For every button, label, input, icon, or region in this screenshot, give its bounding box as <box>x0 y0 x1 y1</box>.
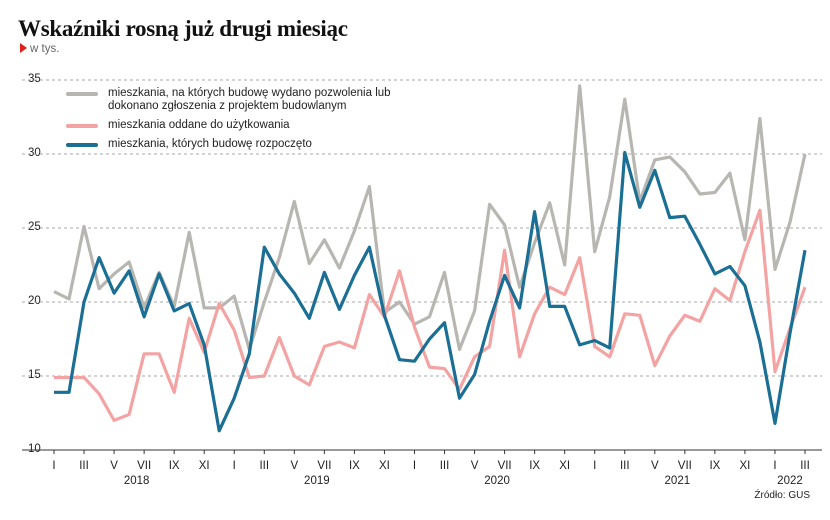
marker-icon <box>20 43 27 53</box>
x-tick-label: XI <box>199 460 210 472</box>
x-tick-label: III <box>620 460 630 472</box>
x-tick-label: I <box>413 460 416 472</box>
x-tick-label: IX <box>349 460 360 472</box>
y-tick-label: 25 <box>28 221 41 233</box>
legend-item: mieszkania, na których budowę wydano poz… <box>66 87 393 113</box>
y-tick-label: 35 <box>28 73 41 85</box>
chart-title: Wskaźniki rosną już drugi miesiąc <box>18 16 348 41</box>
x-tick-label: I <box>233 460 236 472</box>
y-tick-label: 20 <box>28 295 41 307</box>
x-tick-label: III <box>259 460 269 472</box>
legend-swatch <box>66 92 98 96</box>
y-tick-label: 10 <box>28 443 41 455</box>
year-label: 2020 <box>484 475 510 487</box>
year-label: 2021 <box>665 475 691 487</box>
line-series <box>54 150 807 433</box>
x-tick-label: XI <box>739 460 750 472</box>
year-label: 2019 <box>304 475 330 487</box>
y-tick-label: 15 <box>28 369 41 381</box>
x-tick-label: VII <box>498 460 512 472</box>
x-tick-label: I <box>593 460 596 472</box>
x-tick-label: III <box>440 460 450 472</box>
line-series <box>53 84 807 351</box>
legend: mieszkania, na których budowę wydano poz… <box>66 87 393 157</box>
y-tick-label: 30 <box>28 147 41 159</box>
subtitle-text: w tys. <box>30 43 60 55</box>
x-tick-label: VII <box>317 460 331 472</box>
x-tick-label: IX <box>529 460 540 472</box>
year-label: 2018 <box>124 475 150 487</box>
legend-label: mieszkania, na których budowę wydano poz… <box>108 87 391 112</box>
x-tick-label: I <box>52 460 55 472</box>
line-series <box>54 208 807 422</box>
x-tick-label: XI <box>379 460 390 472</box>
legend-swatch <box>66 124 98 128</box>
x-tick-label: XI <box>559 460 570 472</box>
legend-item: mieszkania oddane do użytkowania <box>66 119 393 132</box>
x-tick-label: VII <box>678 460 692 472</box>
x-tick-label: IX <box>709 460 720 472</box>
x-tick-label: I <box>773 460 776 472</box>
legend-item: mieszkania, których budowę rozpoczęto <box>66 138 393 151</box>
x-tick-label: III <box>800 460 810 472</box>
x-tick-label: IX <box>169 460 180 472</box>
source: Źródło: GUS <box>754 490 810 501</box>
legend-label: mieszkania oddane do użytkowania <box>108 119 290 131</box>
x-tick-label: V <box>651 460 659 472</box>
legend-label: mieszkania, których budowę rozpoczęto <box>108 138 312 150</box>
year-label: 2022 <box>777 475 803 487</box>
x-tick-label: III <box>79 460 89 472</box>
x-tick-label: V <box>290 460 298 472</box>
subtitle: w tys. <box>20 43 59 55</box>
x-tick-label: V <box>110 460 118 472</box>
x-tick-label: V <box>471 460 479 472</box>
legend-swatch <box>66 143 98 147</box>
x-tick-label: VII <box>137 460 151 472</box>
